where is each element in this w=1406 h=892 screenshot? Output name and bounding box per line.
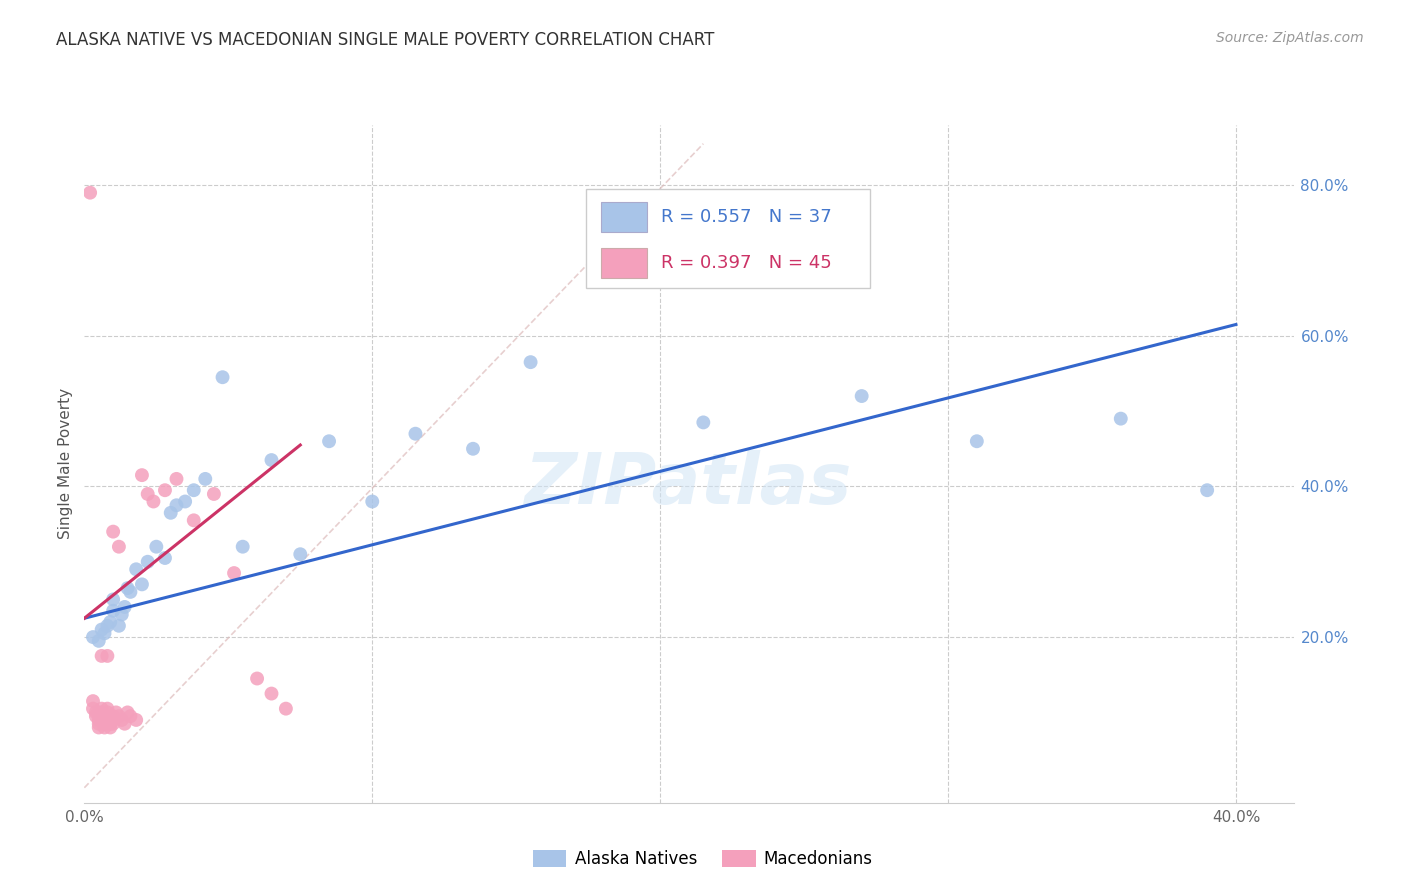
Point [90,701,112,715]
Point [202,487,225,501]
Point [93,716,115,731]
Point [93,626,115,640]
Point [96,701,118,715]
Point [120,709,142,723]
Point [211,370,233,384]
Point [125,562,148,576]
Point [90,648,112,663]
Legend: Alaska Natives, Macedonians: Alaska Natives, Macedonians [526,843,880,875]
Point [290,547,312,561]
Y-axis label: Single Male Poverty: Single Male Poverty [58,388,73,540]
Text: Source: ZipAtlas.com: Source: ZipAtlas.com [1216,31,1364,45]
Point [96,648,118,663]
Text: R = 0.557   N = 37: R = 0.557 N = 37 [661,208,832,226]
Text: ZIPatlas: ZIPatlas [526,450,852,518]
Point [87,713,110,727]
Point [111,713,134,727]
Point [692,416,714,430]
Point [145,540,167,554]
Point [108,709,131,723]
Point [174,494,197,508]
Text: R = 0.397   N = 45: R = 0.397 N = 45 [661,254,832,272]
Point [101,604,124,618]
Point [153,483,176,498]
Point [153,551,176,566]
Point [194,472,217,486]
Point [98,615,121,629]
Point [404,426,426,441]
Point [87,716,110,731]
Text: ALASKA NATIVE VS MACEDONIAN SINGLE MALE POVERTY CORRELATION CHART: ALASKA NATIVE VS MACEDONIAN SINGLE MALE … [56,31,714,49]
Point [96,619,118,633]
Point [125,713,148,727]
Point [87,721,110,735]
Point [166,498,188,512]
Point [87,706,110,720]
Point [82,694,104,708]
Point [79,186,101,200]
Point [108,540,131,554]
Point [519,355,541,369]
FancyBboxPatch shape [600,248,647,278]
Point [101,716,124,731]
Point [98,721,121,735]
Point [90,706,112,720]
Point [101,713,124,727]
Point [84,706,107,720]
Point [98,716,121,731]
Point [136,555,159,569]
Point [105,706,128,720]
Point [966,434,988,449]
Point [90,623,112,637]
Point [82,630,104,644]
Point [851,389,873,403]
Point [232,540,254,554]
Point [93,713,115,727]
Point [101,524,124,539]
Point [274,701,297,715]
Point [183,513,205,527]
Point [183,483,205,498]
Point [114,599,136,614]
Point [142,494,165,508]
FancyBboxPatch shape [586,189,870,287]
Point [108,619,131,633]
Point [260,687,283,701]
Point [120,585,142,599]
Point [117,581,139,595]
Point [101,709,124,723]
Point [461,442,484,456]
Point [87,633,110,648]
Point [222,566,245,580]
Point [166,472,188,486]
Point [246,672,269,686]
Point [131,468,153,483]
Point [96,706,118,720]
Point [1109,411,1132,425]
Point [82,701,104,715]
Point [117,706,139,720]
Point [260,453,283,467]
Point [111,607,134,622]
Point [318,434,340,449]
Point [361,494,384,508]
Point [90,709,112,723]
Point [96,713,118,727]
Point [114,716,136,731]
Point [84,709,107,723]
Point [101,592,124,607]
Point [159,506,181,520]
Point [131,577,153,591]
Point [1197,483,1219,498]
Point [136,487,159,501]
Point [93,721,115,735]
FancyBboxPatch shape [600,202,647,232]
